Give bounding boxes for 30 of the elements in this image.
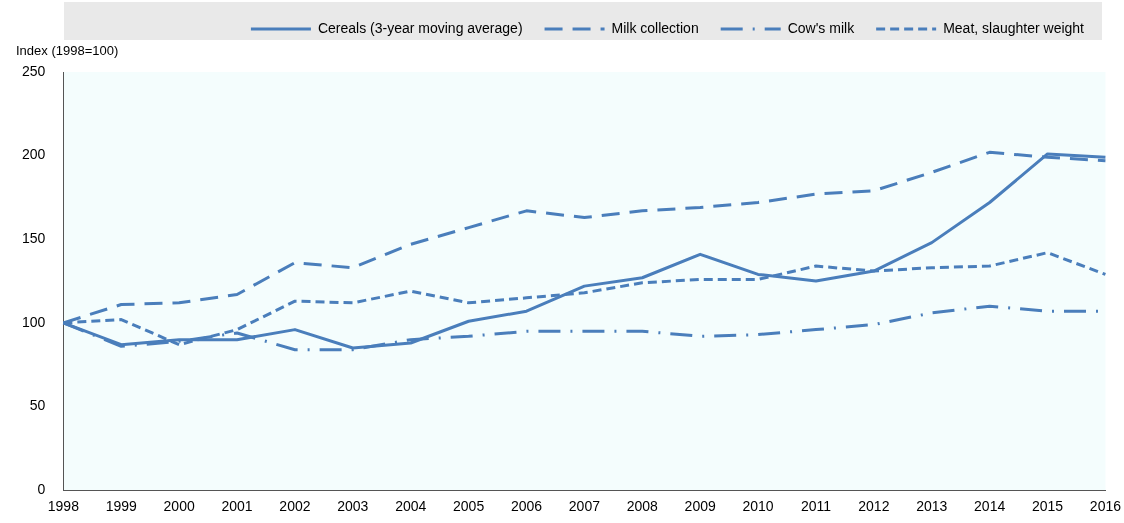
x-tick-label: 2004: [395, 498, 427, 515]
x-tick-label: 2013: [916, 498, 948, 515]
x-tick-label: 2005: [453, 498, 485, 515]
x-tick-label: 1999: [105, 498, 138, 515]
x-tick-label: 2000: [163, 498, 195, 515]
x-tick-label: 2011: [800, 498, 832, 515]
x-tick-label: 2002: [279, 498, 311, 515]
y-tick-label: 200: [22, 146, 46, 163]
x-tick-label: 2010: [742, 498, 774, 515]
legend-label: Cereals (3-year moving average): [317, 19, 523, 36]
x-tick-label: 2008: [626, 498, 659, 515]
legend-label: Meat, slaughter weight: [943, 19, 1085, 36]
y-tick-label: 100: [22, 313, 46, 330]
x-tick-label: 2016: [1089, 498, 1122, 515]
y-tick-label: 50: [29, 397, 46, 414]
x-tick-label: 1998: [47, 498, 80, 515]
x-tick-label: 2007: [568, 498, 601, 515]
y-axis-title: Index (1998=100): [16, 43, 119, 59]
x-tick-label: 2015: [1031, 498, 1064, 515]
x-tick-label: 2009: [684, 498, 716, 515]
x-tick-label: 2012: [858, 498, 890, 515]
x-tick-label: 2001: [221, 498, 253, 515]
y-tick-label: 250: [22, 62, 46, 79]
legend-label: Milk collection: [611, 19, 699, 36]
x-tick-label: 2006: [510, 498, 543, 515]
y-tick-label: 150: [22, 230, 46, 247]
x-tick-label: 2014: [974, 498, 1006, 515]
legend-label: Cow's milk: [787, 19, 856, 36]
y-tick-label: 0: [37, 481, 46, 498]
x-tick-label: 2003: [337, 498, 369, 515]
